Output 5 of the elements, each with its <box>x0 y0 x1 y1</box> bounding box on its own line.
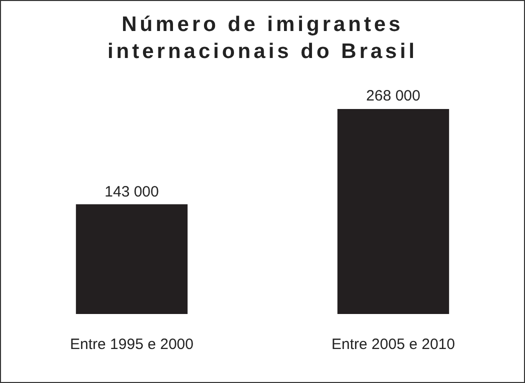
data-label: 268 000 <box>366 88 420 105</box>
x-tick-label: Entre 2005 e 2010 <box>332 336 455 354</box>
chart-title: Número de imigrantes internacionais do Brasil <box>106 12 419 65</box>
x-tick-label: Entre 1995 e 2000 <box>70 336 194 354</box>
data-label: 143 000 <box>104 183 159 200</box>
